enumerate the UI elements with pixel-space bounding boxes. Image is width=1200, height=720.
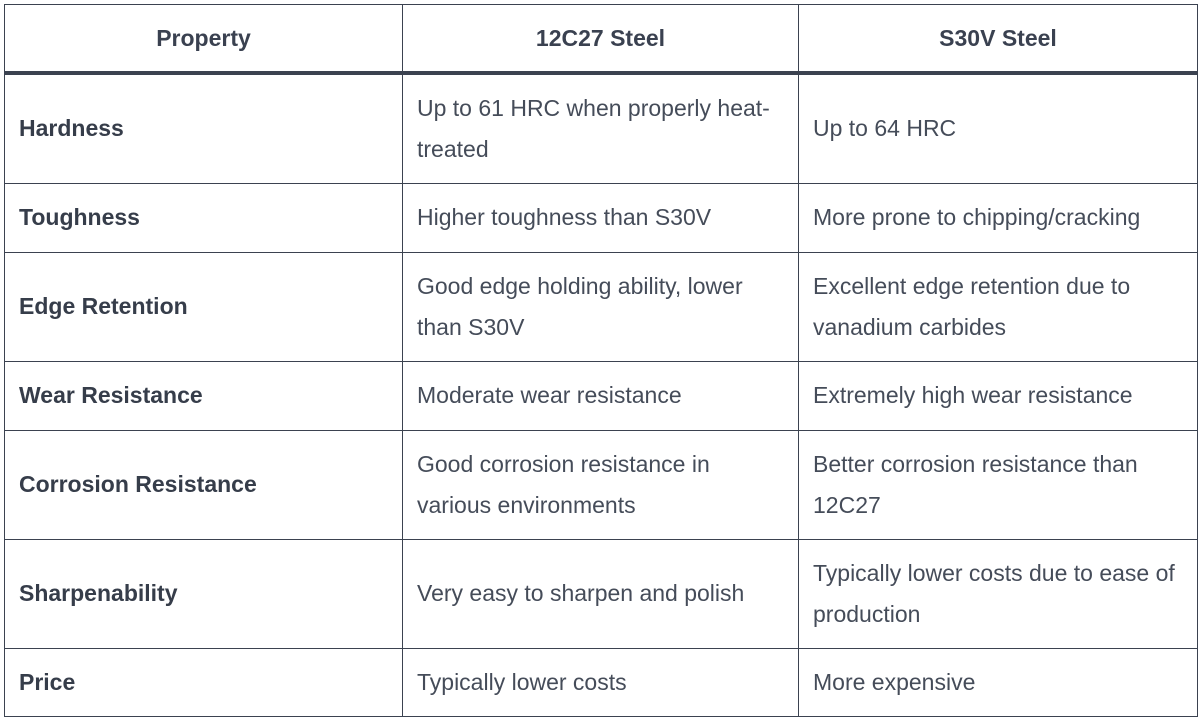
s30v-cell: More expensive xyxy=(798,647,1198,717)
c12c27-cell: Good corrosion resistance in various env… xyxy=(402,429,799,540)
c12c27-cell: Higher toughness than S30V xyxy=(402,182,799,253)
header-s30v: S30V Steel xyxy=(798,4,1198,75)
property-cell: Sharpenability xyxy=(4,538,403,649)
property-cell: Edge Retention xyxy=(4,251,403,362)
property-cell: Hardness xyxy=(4,72,403,184)
table-row: Sharpenability Very easy to sharpen and p… xyxy=(4,538,1198,649)
table-row: Edge Retention Good edge holding ability,… xyxy=(4,251,1198,362)
c12c27-cell: Up to 61 HRC when properly heat-treated xyxy=(402,72,799,184)
property-cell: Price xyxy=(4,647,403,717)
table-row: Wear Resistance Moderate wear resistance E… xyxy=(4,360,1198,431)
property-cell: Corrosion Resistance xyxy=(4,429,403,540)
property-cell: Wear Resistance xyxy=(4,360,403,431)
header-12c27: 12C27 Steel xyxy=(402,4,799,75)
c12c27-cell: Typically lower costs xyxy=(402,647,799,717)
s30v-cell: Up to 64 HRC xyxy=(798,72,1198,184)
c12c27-cell: Good edge holding ability, lower than S3… xyxy=(402,251,799,362)
s30v-cell: Excellent edge retention due to vanadium… xyxy=(798,251,1198,362)
c12c27-cell: Very easy to sharpen and polish xyxy=(402,538,799,649)
table-row: Toughness Higher toughness than S30V More … xyxy=(4,182,1198,253)
steel-comparison-table: Property 12C27 Steel S30V Steel Hardness… xyxy=(4,4,1198,717)
header-property: Property xyxy=(4,4,403,75)
header-row: Property 12C27 Steel S30V Steel xyxy=(4,4,1198,75)
property-cell: Toughness xyxy=(4,182,403,253)
table-row: Hardness Up to 61 HRC when properly heat-… xyxy=(4,72,1198,184)
s30v-cell: Typically lower costs due to ease of pro… xyxy=(798,538,1198,649)
s30v-cell: Better corrosion resistance than 12C27 xyxy=(798,429,1198,540)
table-row: Corrosion Resistance Good corrosion resis… xyxy=(4,429,1198,540)
c12c27-cell: Moderate wear resistance xyxy=(402,360,799,431)
s30v-cell: Extremely high wear resistance xyxy=(798,360,1198,431)
s30v-cell: More prone to chipping/cracking xyxy=(798,182,1198,253)
table-row: Price Typically lower costs More expensive xyxy=(4,647,1198,717)
